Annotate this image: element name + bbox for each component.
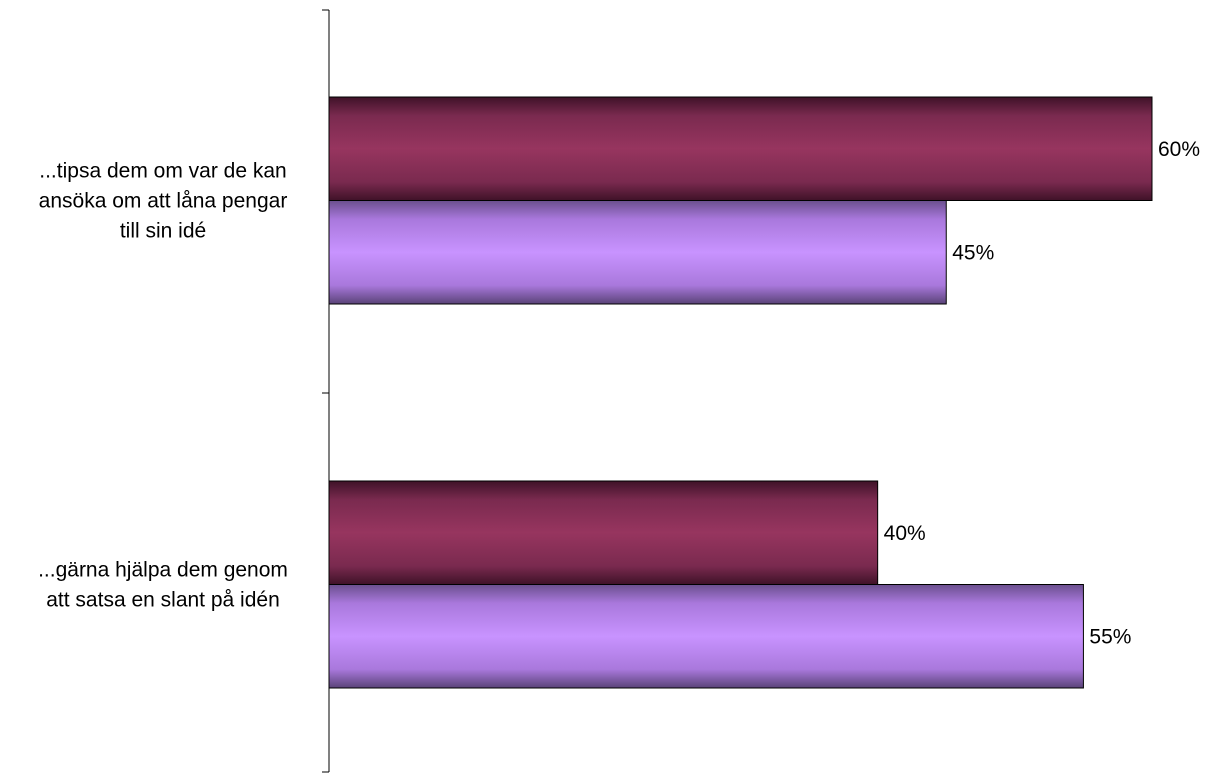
category-label: att satsa en slant på idén — [46, 589, 280, 612]
bar — [328, 480, 879, 585]
labels-group: 60% 45% ...tipsa dem om var de kan ansöka o… — [38, 138, 1200, 649]
category-label: ...gärna hjälpa dem genom — [38, 559, 288, 582]
bars-group — [328, 96, 1153, 689]
category-label: ansöka om att låna pengar — [39, 190, 288, 213]
bar — [328, 584, 1084, 689]
category-label: ...tipsa dem om var de kan — [39, 160, 286, 183]
bar — [328, 96, 1153, 201]
bar — [328, 200, 947, 305]
y-axis — [322, 9, 330, 773]
data-label: 55% — [1089, 625, 1131, 648]
category-label: till sin idé — [120, 220, 206, 243]
data-label: 45% — [952, 241, 994, 264]
data-label: 40% — [884, 522, 926, 545]
data-label: 60% — [1158, 138, 1200, 161]
